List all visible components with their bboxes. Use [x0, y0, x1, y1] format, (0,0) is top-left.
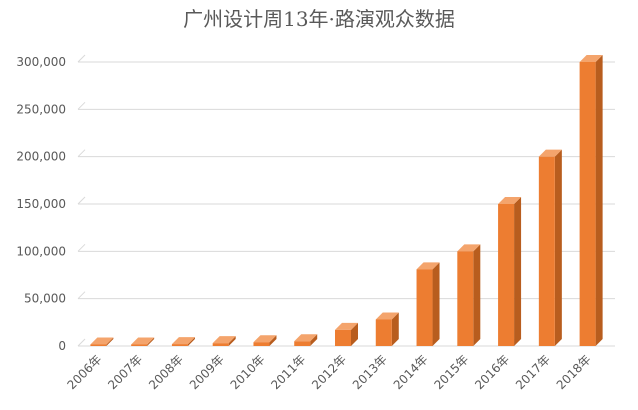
- y-tick-label: 150,000: [16, 197, 66, 211]
- gridline-depth: [77, 196, 86, 205]
- bar-front: [294, 341, 311, 346]
- bar-side: [432, 262, 440, 346]
- bar-side: [473, 244, 481, 346]
- bar: [90, 337, 114, 346]
- bar: [416, 262, 440, 346]
- bar: [212, 336, 236, 346]
- bar-side: [554, 149, 562, 346]
- bar: [171, 337, 195, 346]
- gridline-depth: [77, 243, 86, 252]
- bar-front: [131, 344, 148, 346]
- bar-side: [595, 55, 603, 346]
- bar-side: [187, 337, 195, 346]
- bar: [579, 55, 603, 346]
- x-tick-label: 2009年: [187, 352, 227, 392]
- bar-top: [416, 262, 440, 270]
- bar: [498, 197, 522, 346]
- bar-front: [375, 319, 392, 346]
- bar: [253, 335, 277, 346]
- y-tick-label: 0: [58, 339, 66, 353]
- bar: [457, 244, 481, 346]
- bar-top: [579, 55, 603, 62]
- bar-top: [375, 312, 399, 320]
- bar-front: [498, 204, 515, 346]
- gridline-depth: [77, 338, 86, 347]
- bar-side: [106, 337, 114, 346]
- x-tick-label: 2014年: [391, 352, 431, 392]
- bar-front: [457, 251, 474, 346]
- y-tick-label: 100,000: [16, 244, 66, 258]
- x-tick-label: 2012年: [309, 352, 349, 392]
- gridlines: [77, 54, 615, 347]
- bar: [131, 337, 155, 346]
- bar-top: [253, 335, 277, 343]
- x-tick-label: 2011年: [268, 352, 308, 392]
- x-tick-label: 2006年: [65, 352, 105, 392]
- bar-front: [335, 329, 351, 346]
- y-tick-label: 200,000: [16, 150, 66, 164]
- x-tick-label: 2015年: [431, 352, 471, 392]
- x-tick-label: 2013年: [350, 352, 390, 392]
- x-tick-label: 2017年: [513, 352, 553, 392]
- bar-front: [171, 344, 188, 346]
- bar-top: [294, 334, 318, 342]
- bar-front: [416, 269, 433, 346]
- bar-top: [457, 244, 481, 252]
- bar-side: [310, 334, 318, 346]
- bar-front: [538, 156, 555, 346]
- bar-side: [269, 335, 277, 346]
- chart-title: 广州设计周13年·路演观众数据: [183, 7, 455, 31]
- x-tick-label: 2018年: [554, 352, 594, 392]
- gridline-depth: [77, 101, 86, 110]
- bar-side: [514, 197, 522, 346]
- bar: [335, 322, 358, 346]
- bar-front: [253, 342, 270, 346]
- y-tick-label: 300,000: [16, 55, 66, 69]
- bar-top: [538, 149, 562, 157]
- bar-top: [212, 336, 236, 344]
- y-tick-label: 50,000: [24, 292, 66, 306]
- x-tick-label: 2016年: [472, 352, 512, 392]
- bars: [90, 55, 603, 346]
- bar-top: [90, 337, 114, 345]
- x-tick-label: 2010年: [228, 352, 268, 392]
- y-axis-ticks: 0 50,000 100,000 150,000 200,000 250,000 300,0…: [16, 55, 66, 353]
- bar-front: [90, 344, 107, 346]
- gridline-depth: [77, 149, 86, 158]
- bar-front: [579, 62, 596, 346]
- bar-top: [131, 337, 155, 345]
- bar-top: [171, 337, 195, 345]
- gridline-depth: [77, 291, 86, 300]
- bar: [538, 149, 562, 346]
- bar-top: [335, 322, 358, 330]
- bar: [294, 334, 318, 346]
- x-tick-label: 2008年: [146, 352, 186, 392]
- bar-side: [228, 336, 236, 346]
- bar-side: [147, 337, 155, 346]
- bar: [375, 312, 399, 346]
- x-axis-ticks: 2006年 2007年 2008年 2009年 2010年 2011年 2012年 2013年…: [65, 352, 594, 392]
- bar-top: [498, 197, 522, 204]
- bar-front: [212, 343, 229, 346]
- gridline-depth: [77, 54, 86, 63]
- bar-side: [391, 312, 399, 346]
- bar-side: [351, 322, 358, 346]
- y-tick-label: 250,000: [16, 102, 66, 116]
- x-tick-label: 2007年: [105, 352, 145, 392]
